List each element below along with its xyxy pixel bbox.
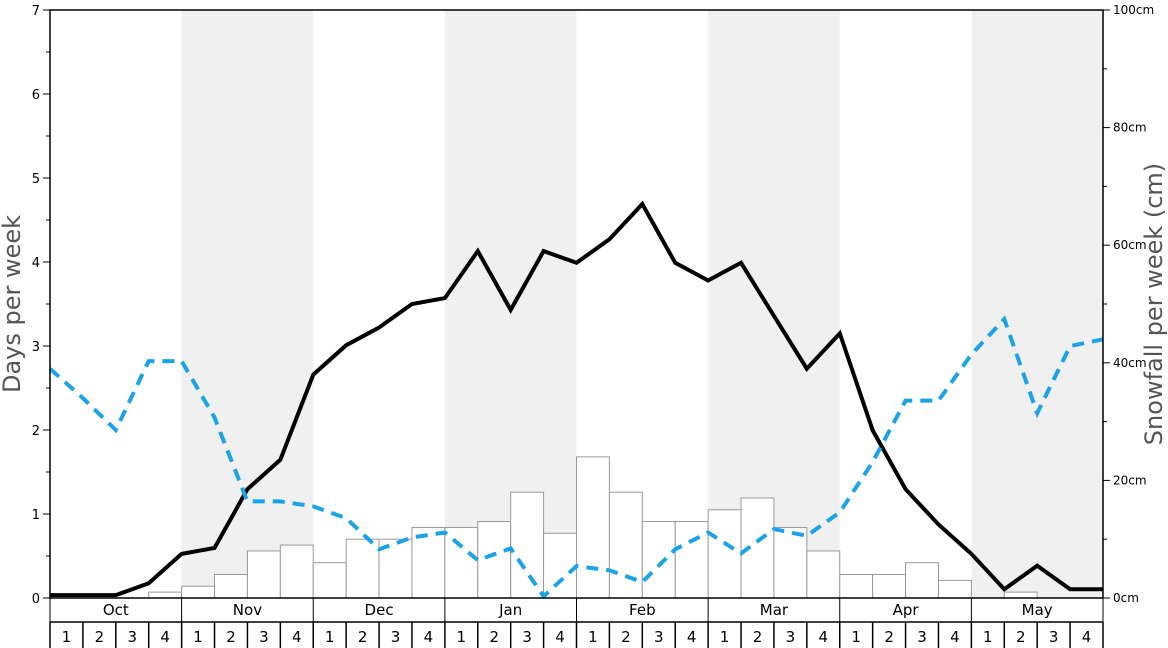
bar-week-23 [773,526,808,599]
bar-week-14 [477,521,512,599]
week-label: 3 [259,628,269,646]
bar-week-7 [246,550,281,599]
y2-tick-label: 80cm [1113,121,1147,135]
bar-week-21 [707,509,742,599]
week-label: 1 [62,628,72,646]
week-label: 2 [226,628,236,646]
week-label: 1 [457,628,467,646]
bar-week-6 [214,573,248,599]
bar-week-12 [411,526,446,599]
week-label: 4 [555,628,565,646]
week-label: 2 [489,628,499,646]
week-label: 1 [983,628,993,646]
bar-week-27 [905,562,939,599]
y2-tick-label: 40cm [1113,356,1147,370]
week-label: 1 [325,628,335,646]
week-label: 4 [950,628,960,646]
week-label: 1 [588,628,598,646]
week-label: 2 [621,628,631,646]
week-label: 3 [1049,628,1059,646]
week-axis: 1 2 3 4 1 2 3 4 1 2 3 4 1 2 3 4 1 2 3 4 1 2 3 4 1 2 3 4 1 2 3 4 [49,622,1104,648]
month-label-nov: Nov [233,601,262,619]
bar-week-30 [1003,591,1038,599]
week-label: 3 [127,628,137,646]
y-tick-label: 3 [32,340,40,355]
y-tick-label: 7 [32,4,40,19]
week-label: 4 [819,628,829,646]
week-label: 3 [654,628,664,646]
bar-week-17 [576,456,610,599]
week-label: 4 [160,628,170,646]
month-label-may: May [1022,601,1053,619]
y2-tick-label: 60cm [1113,238,1147,252]
month-label-apr: Apr [893,601,920,619]
days-per-week-line [48,315,1104,600]
bar-week-13 [444,526,479,599]
series-lines [48,200,1104,600]
bar-week-8 [279,544,314,599]
week-label: 4 [292,628,302,646]
month-label-dec: Dec [365,601,394,619]
week-label: 3 [786,628,796,646]
y-tick-label: 4 [32,256,40,271]
shade-nov [181,10,314,598]
bar-week-25 [839,573,874,599]
weekly-bars [148,456,1038,599]
week-label: 3 [391,628,401,646]
month-axis: Oct Nov Dec Jan Feb Mar Apr May [49,598,1104,623]
bar-week-11 [378,538,413,599]
y2-axis-title: Snowfall per week (cm) [1140,163,1168,445]
bar-week-18 [608,491,643,599]
bar-week-4 [148,591,183,599]
shade-may [971,10,1103,598]
y-tick-label: 2 [32,424,40,439]
week-label: 4 [687,628,697,646]
week-label: 4 [424,628,434,646]
y2-tick-label: 0cm [1113,591,1139,605]
month-label-jan: Jan [498,601,522,619]
bar-week-15 [510,491,545,599]
week-label: 3 [917,628,927,646]
y-tick-label: 5 [32,172,40,187]
right-axis: 0cm 20cm 40cm 60cm 80cm 100cm [1103,3,1154,605]
month-label-mar: Mar [760,601,789,619]
week-label: 2 [358,628,368,646]
bar-week-19 [641,521,676,599]
bar-week-24 [806,550,841,599]
bar-week-20 [674,521,709,599]
week-label: 2 [95,628,105,646]
bar-week-9 [312,562,347,599]
week-label: 1 [851,628,861,646]
bar-week-26 [872,573,907,599]
week-label: 1 [193,628,203,646]
y-tick-label: 0 [32,592,40,607]
y2-tick-label: 100cm [1113,3,1154,17]
week-label: 2 [884,628,894,646]
week-label: 4 [1082,628,1092,646]
week-label: 1 [720,628,730,646]
bar-week-16 [543,532,577,599]
month-label-oct: Oct [103,601,129,619]
bar-week-28 [937,579,972,599]
week-label: 2 [1016,628,1026,646]
month-label-feb: Feb [629,601,656,619]
week-label: 2 [753,628,763,646]
y-tick-label: 1 [32,508,40,523]
y2-tick-label: 20cm [1113,473,1147,487]
week-label: 3 [522,628,532,646]
snowfall-line [50,200,1103,598]
month-shading [181,10,1103,598]
left-axis: 0 1 2 3 4 5 6 7 [32,4,50,607]
bar-week-10 [345,538,380,599]
y-axis-title: Days per week [0,215,26,393]
bar-week-5 [181,585,216,599]
y-tick-label: 6 [32,88,40,103]
